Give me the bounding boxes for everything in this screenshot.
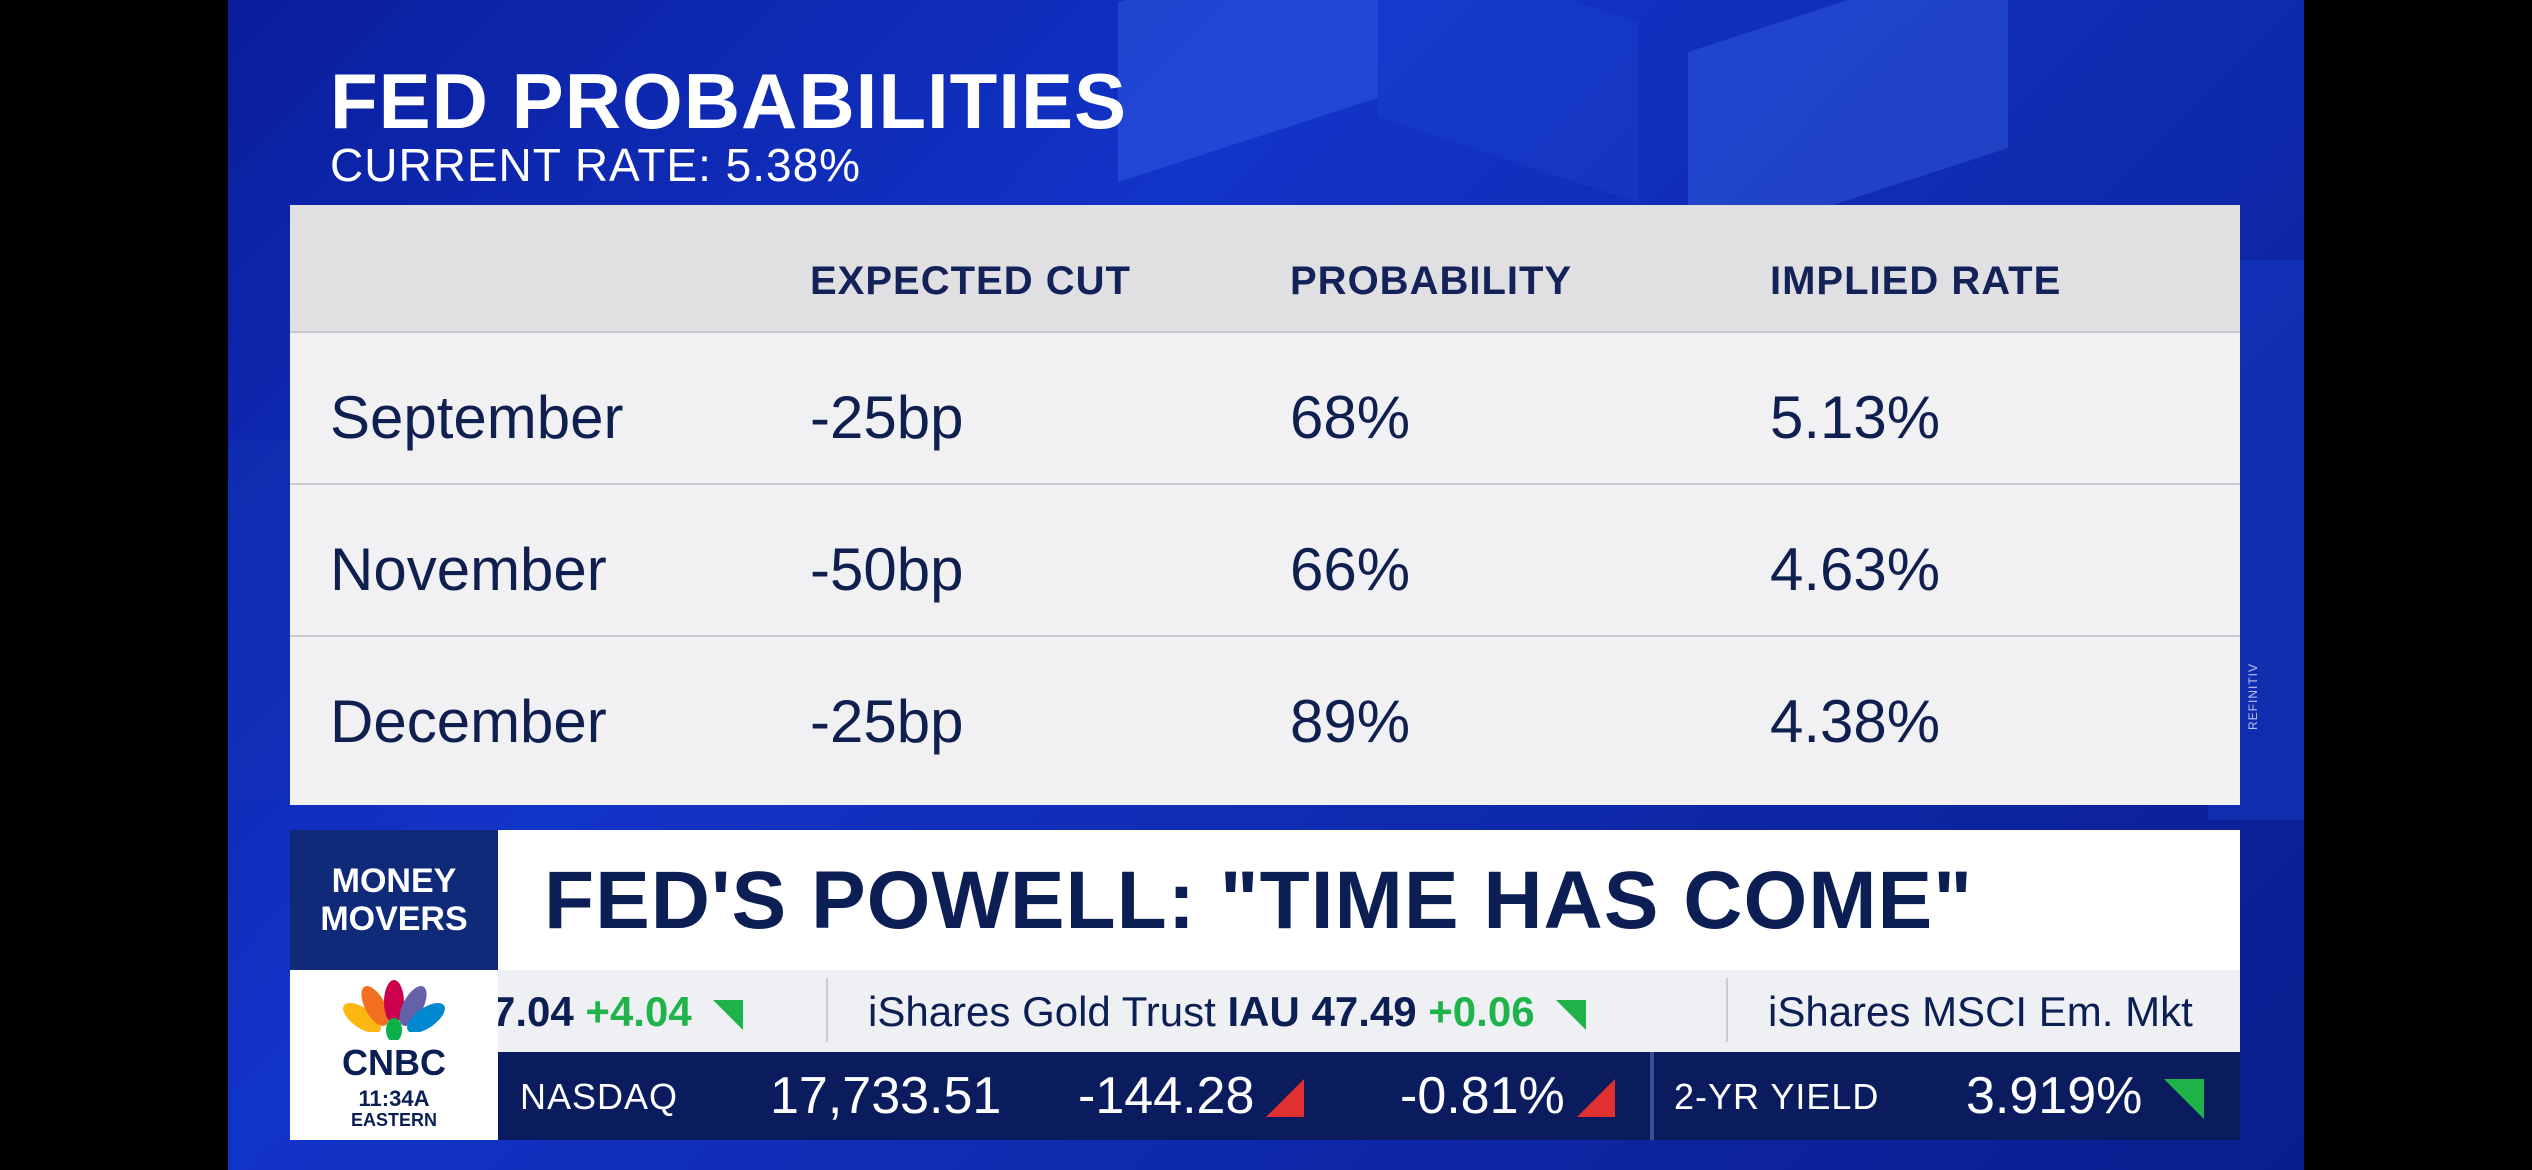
up-arrow-icon	[713, 999, 744, 1030]
index-percent-value: -0.81%	[1400, 1067, 1565, 1125]
background-cube	[1118, 0, 1378, 183]
ticker-symbol: IAU	[1227, 988, 1300, 1035]
table-cell-probability: 89%	[1290, 688, 1411, 755]
table-header-row: EXPECTED CUT PROBABILITY IMPLIED RATE	[290, 205, 2240, 331]
table-row: December -25bp 89% 4.38%	[290, 635, 2240, 787]
table-cell-probability: 68%	[1290, 384, 1411, 451]
ticker-value: 47.49	[1311, 988, 1417, 1035]
show-name-line: MOVERS	[320, 900, 468, 938]
up-arrow-icon	[1556, 999, 1587, 1030]
ticker-item: 7.04 +4.04	[498, 988, 744, 1036]
ticker-divider	[826, 978, 828, 1042]
network-logo-box: CNBC 11:34A EASTERN	[290, 970, 498, 1140]
index-percent: -0.81%	[1400, 1066, 1615, 1126]
show-name-line: MONEY	[331, 862, 457, 900]
table-cell-month: November	[330, 536, 607, 603]
table-cell-implied-rate: 4.63%	[1770, 536, 1941, 603]
ticker-divider	[1650, 1052, 1654, 1140]
lower-third: MONEY MOVERS FED'S POWELL: "TIME HAS COM…	[290, 830, 2240, 1140]
peacock-logo-icon	[342, 980, 446, 1040]
background-cube	[1378, 0, 1638, 203]
ticker-item: iShares MSCI Em. Mkt	[1768, 988, 2193, 1036]
ticker-value: 7.04	[498, 988, 574, 1035]
table-cell-probability: 66%	[1290, 536, 1411, 603]
table-cell-implied-rate: 5.13%	[1770, 384, 1941, 451]
down-arrow-icon	[1266, 1079, 1305, 1117]
table-header-cell: EXPECTED CUT	[810, 259, 1131, 303]
yield-value-group: 3.919%	[1966, 1066, 2205, 1126]
current-rate-subtitle: CURRENT RATE: 5.38%	[330, 139, 862, 191]
table-cell-expected-cut: -25bp	[810, 688, 964, 755]
clock-time: 11:34A	[358, 1086, 430, 1111]
ticker-change: +0.06	[1428, 988, 1535, 1035]
table-cell-implied-rate: 4.38%	[1770, 688, 1941, 755]
show-name-badge: MONEY MOVERS	[290, 830, 498, 970]
yield-name: 2-YR YIELD	[1674, 1076, 1880, 1117]
down-arrow-icon	[1576, 1079, 1615, 1117]
page-title: FED PROBABILITIES	[330, 57, 1128, 145]
table-row: September -25bp 68% 5.13%	[290, 331, 2240, 483]
index-name: NASDAQ	[520, 1076, 679, 1117]
market-index-bar: NASDAQ 17,733.51 -144.28 -0.81% 2-YR YIE…	[498, 1052, 2240, 1140]
table-header-cell: IMPLIED RATE	[1770, 259, 2062, 303]
ticker-name: iShares Gold Trust	[868, 988, 1216, 1035]
stock-ticker-crawl: 7.04 +4.04 iShares Gold Trust IAU 47.49 …	[498, 970, 2240, 1052]
table-cell-expected-cut: -50bp	[810, 536, 964, 603]
ticker-item: iShares Gold Trust IAU 47.49 +0.06	[868, 988, 1587, 1036]
probabilities-table: EXPECTED CUT PROBABILITY IMPLIED RATE Se…	[290, 205, 2240, 805]
ticker-name: iShares MSCI Em. Mkt	[1768, 988, 2193, 1035]
table-cell-month: September	[330, 384, 624, 451]
table-row: November -50bp 66% 4.63%	[290, 483, 2240, 635]
ticker-divider	[1726, 978, 1728, 1042]
index-change: -144.28	[1078, 1066, 1305, 1126]
index-change-value: -144.28	[1078, 1067, 1255, 1125]
index-value: 17,733.51	[770, 1067, 1002, 1125]
network-logo-text: CNBC	[342, 1042, 446, 1083]
table-header-cell: PROBABILITY	[1290, 259, 1573, 303]
broadcast-frame: FED PROBABILITIES CURRENT RATE: 5.38% EX…	[228, 0, 2304, 1170]
headline-banner: FED'S POWELL: "TIME HAS COME"	[498, 830, 2240, 970]
source-credit: REFINITIV	[2246, 662, 2260, 730]
yield-value: 3.919%	[1966, 1067, 2143, 1125]
table-cell-month: December	[330, 688, 607, 755]
table-cell-expected-cut: -25bp	[810, 384, 964, 451]
ticker-change: +4.04	[585, 988, 692, 1035]
clock-timezone: EASTERN	[350, 1110, 437, 1130]
green-arrow-icon	[2164, 1079, 2205, 1119]
